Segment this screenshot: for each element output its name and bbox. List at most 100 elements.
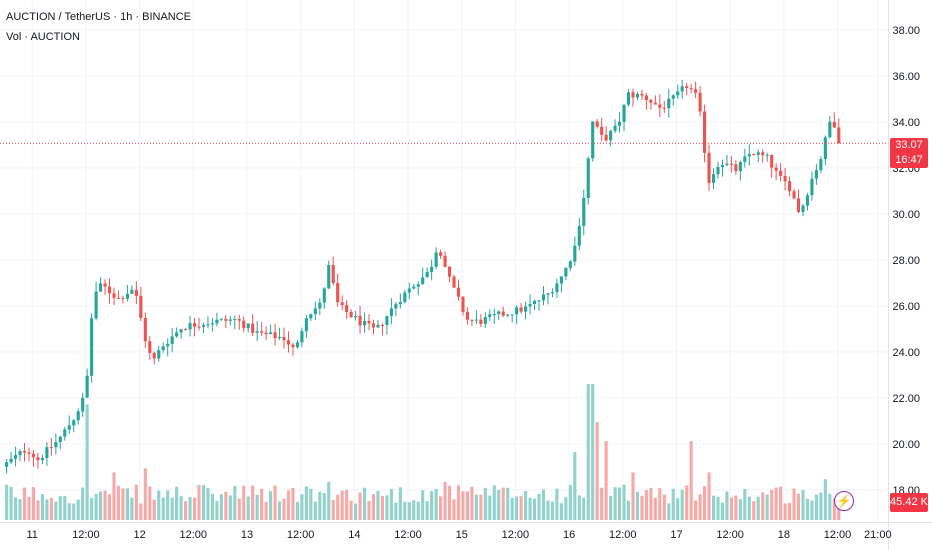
candle-body [532,300,537,305]
candle-body [568,261,572,268]
candle-body [237,319,241,321]
candle-body [559,276,563,284]
candle-body [27,452,31,454]
time-tick-label: 15 [456,529,468,541]
volume-bar [506,487,510,520]
volume-bar [483,488,487,520]
volume-bar [206,488,210,520]
volume-bar [63,496,67,520]
time-tick-label: 14 [348,529,360,541]
volume-indicator-label[interactable]: Vol · AUCTION [6,31,80,43]
volume-bar [175,486,179,520]
time-tick-label: 12:00 [716,529,744,541]
time-tick-label: 13 [241,529,253,541]
volume-bar [613,487,617,520]
candle-body [541,294,546,301]
chart-grid [0,0,888,522]
price-axis: 18.0020.0022.0024.0026.0028.0030.0032.00… [888,0,920,550]
time-tick-label: 12:00 [824,529,852,541]
candle-body [371,323,376,328]
candle-body [309,314,313,319]
candle-body [5,462,9,467]
volume-bar [31,487,36,520]
volume-bar [716,496,720,520]
candle-body [103,283,107,287]
volume-bar [380,495,385,520]
volume-bar [139,503,143,520]
candle-body [394,304,398,309]
volume-bar [394,502,398,520]
time-tick-label: 11 [27,529,38,541]
volume-bar [528,497,532,520]
volume-bar [819,492,823,520]
volume-bar [5,484,9,520]
volume-bar [67,503,71,520]
candle-body [752,154,756,156]
candle-body [649,99,653,103]
volume-bar [219,494,223,520]
volume-bar [828,493,832,520]
volume-bar [694,500,698,520]
candle-body [421,277,425,285]
volume-bar [349,500,353,520]
volume-bar [358,492,362,520]
candle-body [18,451,22,456]
candle-body [783,175,787,182]
volume-bar [796,493,801,520]
volume-bar [36,500,40,520]
volume-bar [121,488,125,520]
volume-bar [667,503,671,520]
candle-body [14,455,18,459]
candle-body [747,154,751,157]
volume-bar [743,488,747,520]
candle-body [837,127,841,144]
candle-body [609,130,613,141]
volume-bar [524,490,528,520]
candle-body [175,332,179,337]
candle-body [546,293,550,295]
volume-bar [631,472,635,520]
candle-body [40,458,44,461]
volume-bar [541,489,546,520]
volume-bar [210,493,214,520]
candle-body [662,107,666,109]
volume-bar [273,485,277,520]
volume-bar [318,491,322,520]
volume-bar [389,488,393,520]
volume-bar [439,496,443,520]
flash-icon[interactable]: ⚡ [834,491,854,511]
candle-body [407,288,411,293]
candle-body [277,336,282,339]
candle-body [85,375,89,398]
candle-body [694,89,698,93]
volume-bar [698,494,702,520]
volume-bar [626,500,631,520]
symbol-title[interactable]: AUCTION / TetherUS · 1h · BINANCE [6,11,192,23]
time-tick-label: 12:00 [287,529,315,541]
candle-body [685,86,689,89]
candle-body [9,458,13,463]
volume-bar [116,485,121,520]
volume-bar [550,501,555,520]
volume-bar [398,487,402,520]
volume-bar [644,489,648,520]
candle-body [600,126,604,135]
volume-bar [555,488,559,520]
candle-body [76,411,80,421]
volume-bar [430,491,434,520]
candle-body [170,336,174,344]
candle-body [716,167,720,175]
volume-bar [197,484,201,520]
candle-body [443,255,447,267]
volume-bar [832,498,836,520]
volume-bar [582,497,586,520]
price-tick-label: 28.00 [892,255,920,267]
candle-body [246,323,250,329]
volume-bar [94,493,98,520]
volume-bar [76,499,80,520]
volume-bar [447,485,452,520]
candle-body [680,86,684,92]
candle-body [479,319,483,324]
candle-body [215,319,219,324]
